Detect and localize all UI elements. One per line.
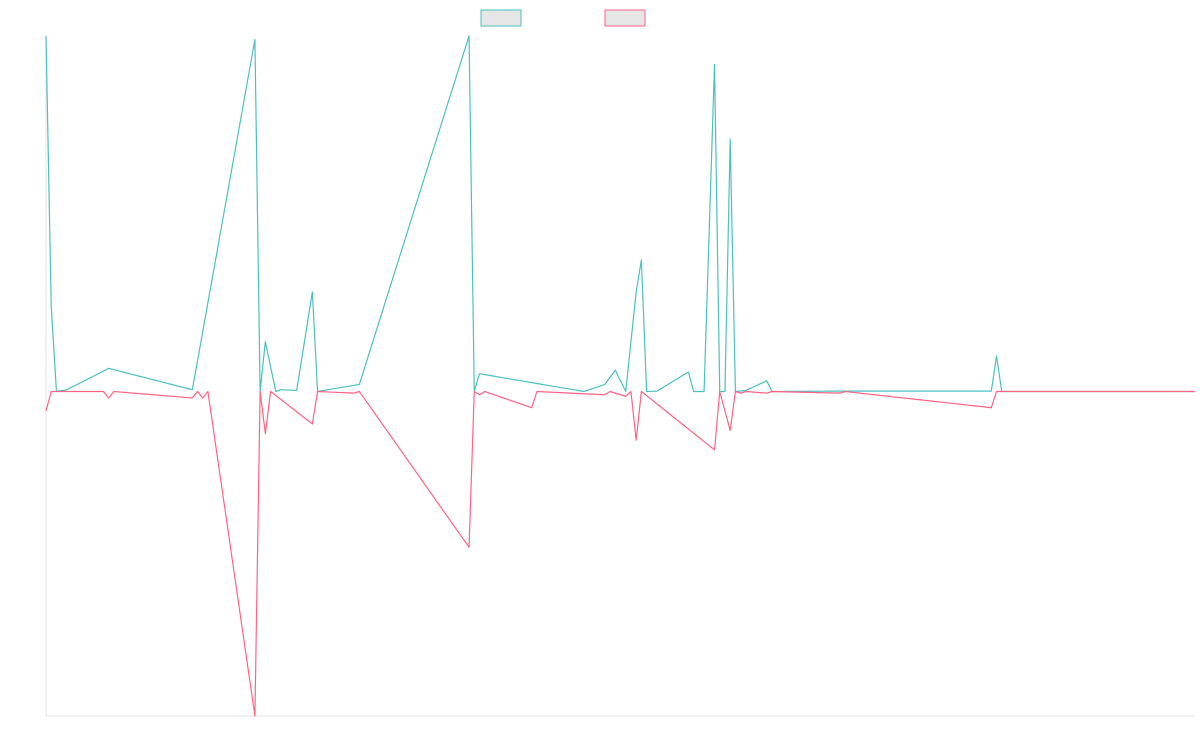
legend[interactable]: [480, 9, 646, 27]
plot-area: [45, 35, 1195, 717]
series-line-1: [45, 35, 1195, 393]
legend-swatch-1[interactable]: [480, 9, 522, 27]
axes: [45, 36, 1195, 717]
legend-swatch-2[interactable]: [604, 9, 646, 27]
series-line-2: [45, 390, 1195, 717]
